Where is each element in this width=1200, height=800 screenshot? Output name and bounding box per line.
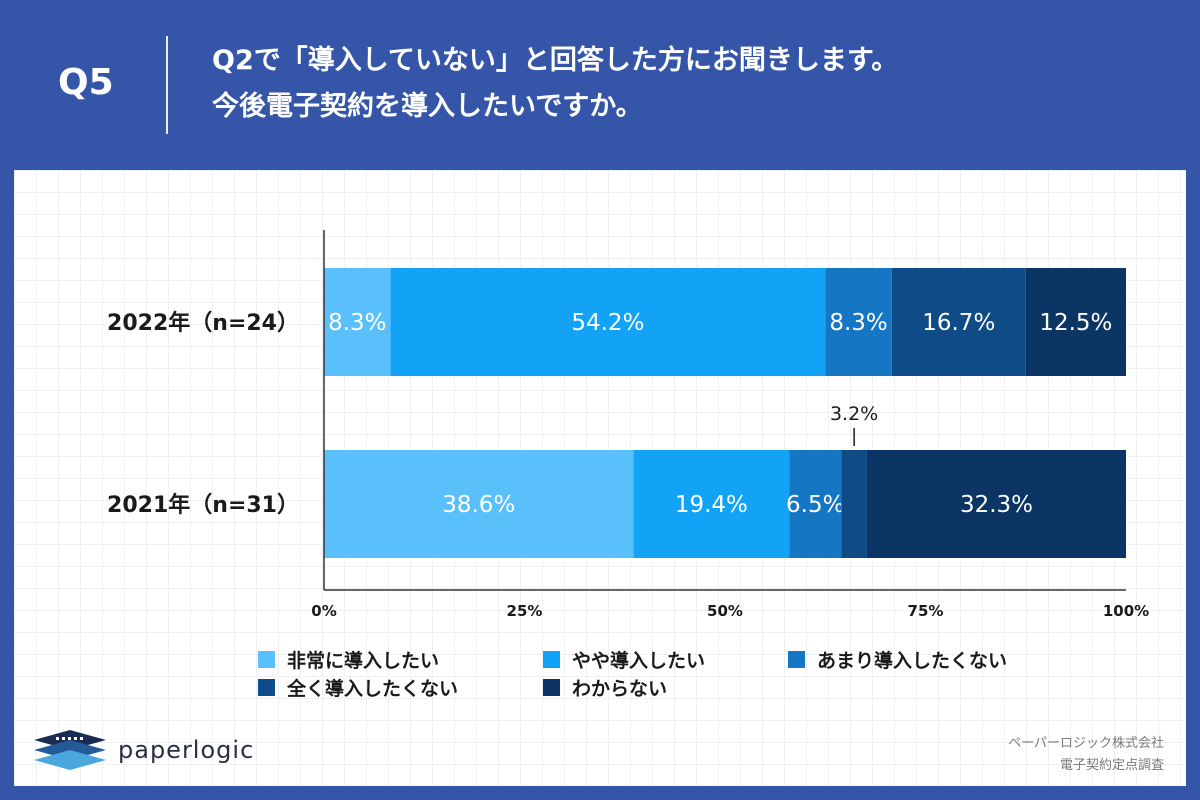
data-label-2-3: 6.5% xyxy=(786,492,844,518)
category-label-1: 2022年（n=24） xyxy=(107,310,299,336)
bar-segment-2-1 xyxy=(324,450,634,558)
source-survey: 電子契約定点調査 xyxy=(1059,758,1164,773)
x-tick-label-5: 100% xyxy=(1103,602,1149,620)
stacked-bar-chart: 8.3% 54.2% 8.3% 16.7% 12.5% 2022年（n=24） 38.6% 1… xyxy=(107,230,1149,620)
bar-segment-1-2 xyxy=(390,268,826,376)
legend-label-5: わからない xyxy=(572,678,668,700)
data-label-1-2: 54.2% xyxy=(571,310,644,336)
bar-segment-2-5 xyxy=(866,450,1126,558)
paperlogic-logo-icon xyxy=(34,730,106,770)
x-tick-label-1: 0% xyxy=(311,602,336,620)
legend-label-1: 非常に導入したい xyxy=(287,650,440,672)
data-label-2-2: 19.4% xyxy=(675,492,748,518)
legend-swatch-1 xyxy=(258,651,275,668)
header: Q5 Q2で「導入していない」と回答した方にお聞きします。 今後電子契約を導入し… xyxy=(0,0,1200,170)
data-label-2-4: 3.2% xyxy=(830,403,878,425)
question-title-line-1: Q2で「導入していない」と回答した方にお聞きします。 xyxy=(212,45,899,76)
legend-label-4: 全く導入したくない xyxy=(287,678,459,700)
legend-swatch-4 xyxy=(258,679,275,696)
header-divider xyxy=(166,36,168,134)
category-label-2: 2021年（n=31） xyxy=(107,492,299,518)
bar-segment-1-4 xyxy=(891,268,1026,376)
paperlogic-logo: paperlogic xyxy=(32,728,254,772)
legend-item-3: あまり導入したくない xyxy=(788,646,1007,673)
question-title: Q2で「導入していない」と回答した方にお聞きします。 今後電子契約を導入したいで… xyxy=(212,38,1172,130)
source-company: ペーパーロジック株式会社 xyxy=(1008,736,1164,751)
legend-item-5: わからない xyxy=(543,674,667,701)
bar-segment-1-5 xyxy=(1025,268,1126,376)
data-label-1-3: 8.3% xyxy=(829,310,887,336)
chart-panel: 8.3% 54.2% 8.3% 16.7% 12.5% 2022年（n=24） 38.6% 1… xyxy=(14,170,1186,786)
data-label-2-5: 32.3% xyxy=(960,492,1033,518)
legend-swatch-2 xyxy=(543,651,560,668)
source-credit: ペーパーロジック株式会社 電子契約定点調査 xyxy=(1008,733,1164,777)
question-number: Q5 xyxy=(58,62,114,103)
data-label-2-1: 38.6% xyxy=(442,492,515,518)
x-tick-label-2: 25% xyxy=(507,602,543,620)
legend-swatch-5 xyxy=(543,679,560,696)
data-label-1-1: 8.3% xyxy=(328,310,386,336)
bar-segment-2-2 xyxy=(633,450,790,558)
legend-label-3: あまり導入したくない xyxy=(817,650,1008,672)
data-label-1-5: 12.5% xyxy=(1039,310,1112,336)
bar-segment-1-1 xyxy=(324,268,391,376)
legend-item-2: やや導入したい xyxy=(543,646,705,673)
bar-segment-1-3 xyxy=(825,268,892,376)
x-tick-label-3: 50% xyxy=(707,602,743,620)
logo-text: paperlogic xyxy=(118,736,255,764)
legend-swatch-3 xyxy=(788,651,805,668)
bar-segment-2-4 xyxy=(841,450,867,558)
x-tick-label-4: 75% xyxy=(908,602,944,620)
legend-item-1: 非常に導入したい xyxy=(258,646,439,673)
question-title-line-2: 今後電子契約を導入したいですか。 xyxy=(212,91,643,122)
legend-item-4: 全く導入したくない xyxy=(258,674,458,701)
legend-label-2: やや導入したい xyxy=(572,650,706,672)
bar-segment-2-3 xyxy=(789,450,842,558)
data-label-1-4: 16.7% xyxy=(922,310,995,336)
